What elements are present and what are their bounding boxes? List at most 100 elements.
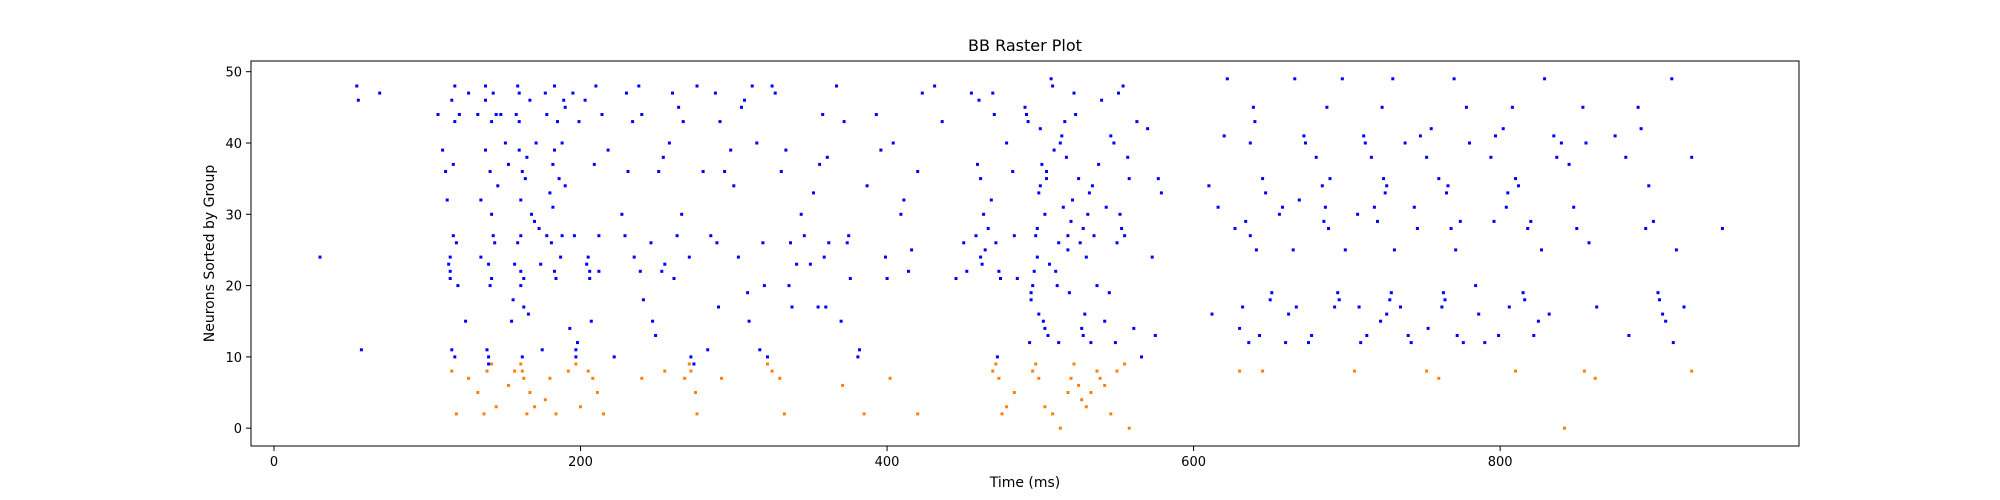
spike-point <box>1671 341 1675 345</box>
spike-point <box>554 277 558 280</box>
spike-point <box>539 262 543 266</box>
spike-point <box>1624 155 1628 159</box>
spike-point <box>1066 248 1070 252</box>
spike-point <box>566 369 570 373</box>
spike-point <box>528 391 532 394</box>
spike-point <box>1104 205 1108 209</box>
spike-point <box>1031 369 1035 373</box>
spike-point <box>651 319 655 323</box>
spike-point <box>448 269 452 273</box>
spike-marks <box>318 77 1724 430</box>
spike-point <box>709 234 713 238</box>
spike-point <box>695 412 699 416</box>
spike-point <box>1067 291 1071 295</box>
spike-point <box>1081 227 1085 230</box>
spike-point <box>1567 162 1571 166</box>
spike-point <box>1126 155 1130 159</box>
spike-point <box>494 405 498 409</box>
spike-point <box>491 91 495 95</box>
spike-point <box>476 391 480 394</box>
spike-point <box>755 141 759 145</box>
spike-point <box>1593 376 1597 380</box>
spike-point <box>484 98 487 102</box>
spike-point <box>1337 298 1341 302</box>
spike-point <box>994 241 998 245</box>
spike-point <box>1532 334 1536 337</box>
spike-point <box>1336 291 1340 295</box>
spike-point <box>1238 369 1242 373</box>
spike-point <box>602 412 605 416</box>
spike-point <box>625 91 628 95</box>
spike-point <box>701 170 705 173</box>
spike-point <box>841 383 845 387</box>
spike-point <box>991 369 995 373</box>
spike-point <box>1207 184 1211 188</box>
spike-point <box>450 348 454 352</box>
spike-point <box>689 369 693 373</box>
spike-point <box>1089 341 1093 345</box>
spike-point <box>1523 298 1527 302</box>
spike-point <box>1060 134 1064 138</box>
spike-point <box>994 362 998 366</box>
spike-point <box>677 105 681 109</box>
spike-point <box>839 319 843 323</box>
spike-point <box>822 255 826 259</box>
spike-point <box>588 277 592 280</box>
spike-point <box>533 219 536 223</box>
spike-point <box>523 177 527 181</box>
spike-point <box>562 98 566 102</box>
spike-point <box>1261 177 1265 181</box>
spike-point <box>1399 305 1402 309</box>
spike-point <box>713 91 717 95</box>
spike-point <box>1045 170 1048 173</box>
spike-point <box>537 227 541 230</box>
spike-point <box>448 255 452 259</box>
spike-point <box>453 355 457 359</box>
spike-point <box>720 376 723 380</box>
spike-point <box>574 348 578 352</box>
spike-point <box>594 84 598 88</box>
spike-point <box>689 355 693 359</box>
spike-point <box>845 241 849 245</box>
spike-point <box>729 148 733 152</box>
spike-point <box>997 269 1001 273</box>
spike-point <box>1120 227 1124 230</box>
spike-point <box>1270 291 1274 295</box>
spike-point <box>1043 326 1047 330</box>
spike-point <box>1426 326 1430 330</box>
spike-point <box>1510 105 1514 109</box>
spike-point <box>545 113 549 116</box>
spike-point <box>1383 191 1387 195</box>
spike-point <box>1293 77 1297 81</box>
spike-point <box>1281 205 1284 209</box>
spike-point <box>450 98 454 102</box>
spike-point <box>1057 241 1061 245</box>
spike-point <box>1297 198 1301 202</box>
spike-point <box>954 277 958 280</box>
spike-point <box>1100 98 1104 102</box>
spike-point <box>1445 191 1448 195</box>
spike-point <box>485 369 489 373</box>
spike-point <box>1031 284 1035 288</box>
spike-point <box>1123 234 1127 238</box>
spike-point <box>910 248 914 252</box>
spike-point <box>660 269 664 273</box>
spike-point <box>1069 376 1073 380</box>
spike-point <box>683 376 687 380</box>
spike-point <box>588 269 592 273</box>
spike-point <box>1365 334 1369 337</box>
spike-point <box>821 113 825 116</box>
spike-point <box>378 91 382 95</box>
spike-point <box>799 212 803 216</box>
spike-point <box>916 412 920 416</box>
spike-point <box>778 376 782 380</box>
spike-point <box>1277 212 1281 216</box>
y-tick-label: 10 <box>225 351 242 366</box>
spike-point <box>1310 334 1314 337</box>
spike-point <box>680 212 684 216</box>
spike-point <box>490 120 494 124</box>
spike-point <box>827 241 831 245</box>
spike-point <box>1244 219 1248 223</box>
spike-point <box>560 141 564 145</box>
spike-point <box>577 120 581 124</box>
